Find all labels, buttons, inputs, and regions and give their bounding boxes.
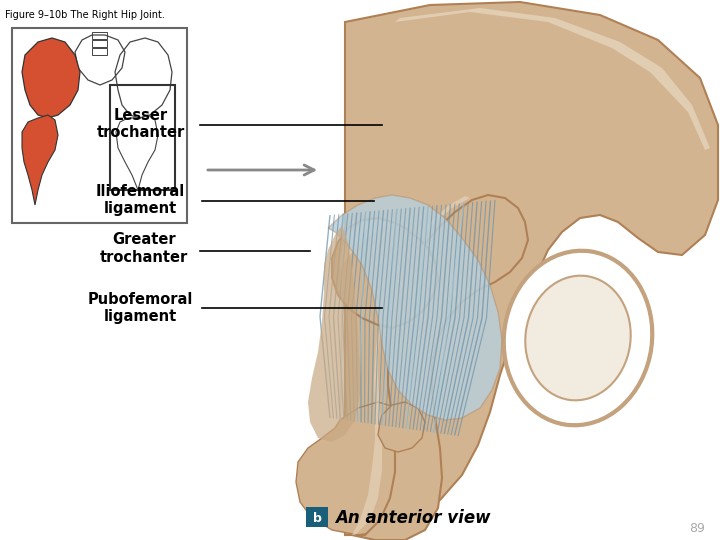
- Polygon shape: [328, 195, 502, 420]
- Bar: [92, 48, 107, 55]
- Text: b: b: [312, 511, 321, 524]
- Bar: [92, 40, 107, 47]
- Polygon shape: [340, 220, 412, 268]
- Text: Iliofemoral
ligament: Iliofemoral ligament: [96, 184, 185, 216]
- FancyBboxPatch shape: [306, 507, 328, 527]
- Polygon shape: [345, 195, 528, 540]
- Ellipse shape: [504, 251, 652, 426]
- Bar: [12, 28, 187, 223]
- Polygon shape: [296, 402, 435, 535]
- Text: Pubofemoral
ligament: Pubofemoral ligament: [88, 292, 193, 324]
- Polygon shape: [352, 196, 470, 535]
- Ellipse shape: [526, 276, 631, 400]
- Bar: [92, 32, 107, 39]
- Text: An anterior view: An anterior view: [335, 509, 490, 527]
- Polygon shape: [395, 8, 710, 150]
- Bar: [110, 85, 175, 190]
- Polygon shape: [345, 2, 718, 535]
- Polygon shape: [332, 218, 438, 328]
- Text: Lesser
trochanter: Lesser trochanter: [96, 108, 184, 140]
- Polygon shape: [22, 115, 58, 205]
- Text: Greater
trochanter: Greater trochanter: [100, 232, 188, 265]
- Text: Figure 9–10b The Right Hip Joint.: Figure 9–10b The Right Hip Joint.: [5, 10, 165, 20]
- Polygon shape: [308, 225, 360, 442]
- Polygon shape: [378, 402, 425, 452]
- Polygon shape: [22, 38, 80, 118]
- Text: 89: 89: [689, 522, 705, 535]
